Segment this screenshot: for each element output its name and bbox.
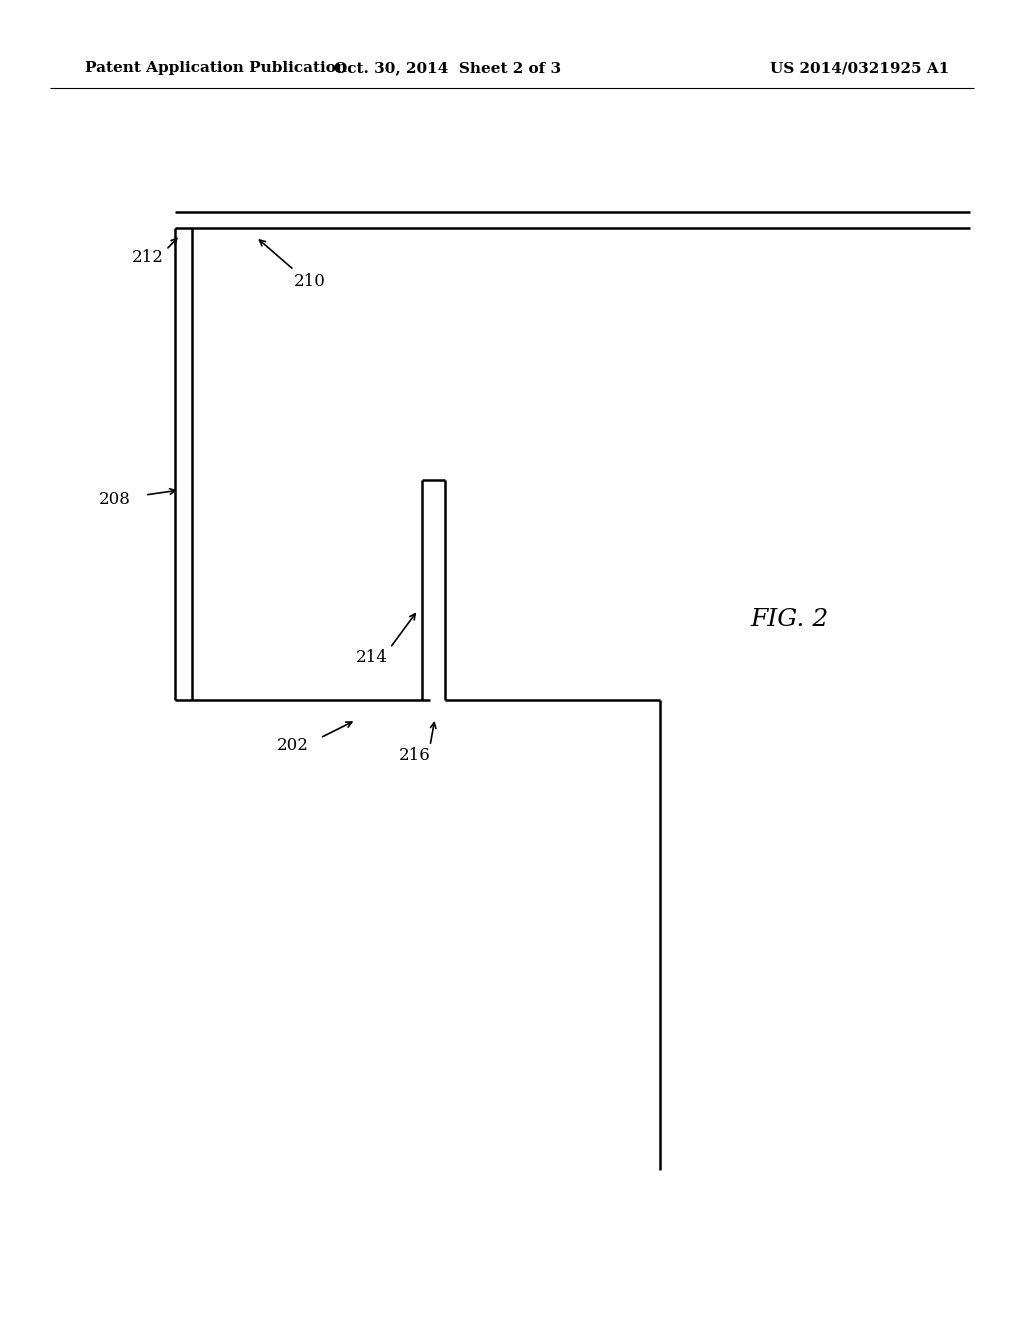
Text: US 2014/0321925 A1: US 2014/0321925 A1 <box>770 61 949 75</box>
Text: 216: 216 <box>399 747 431 763</box>
Text: FIG. 2: FIG. 2 <box>751 609 829 631</box>
Text: 214: 214 <box>356 649 388 667</box>
Text: 210: 210 <box>294 273 326 290</box>
Text: Patent Application Publication: Patent Application Publication <box>85 61 347 75</box>
Text: 208: 208 <box>99 491 131 508</box>
Text: 212: 212 <box>132 249 164 267</box>
Text: Oct. 30, 2014  Sheet 2 of 3: Oct. 30, 2014 Sheet 2 of 3 <box>335 61 561 75</box>
Text: 202: 202 <box>278 737 309 754</box>
